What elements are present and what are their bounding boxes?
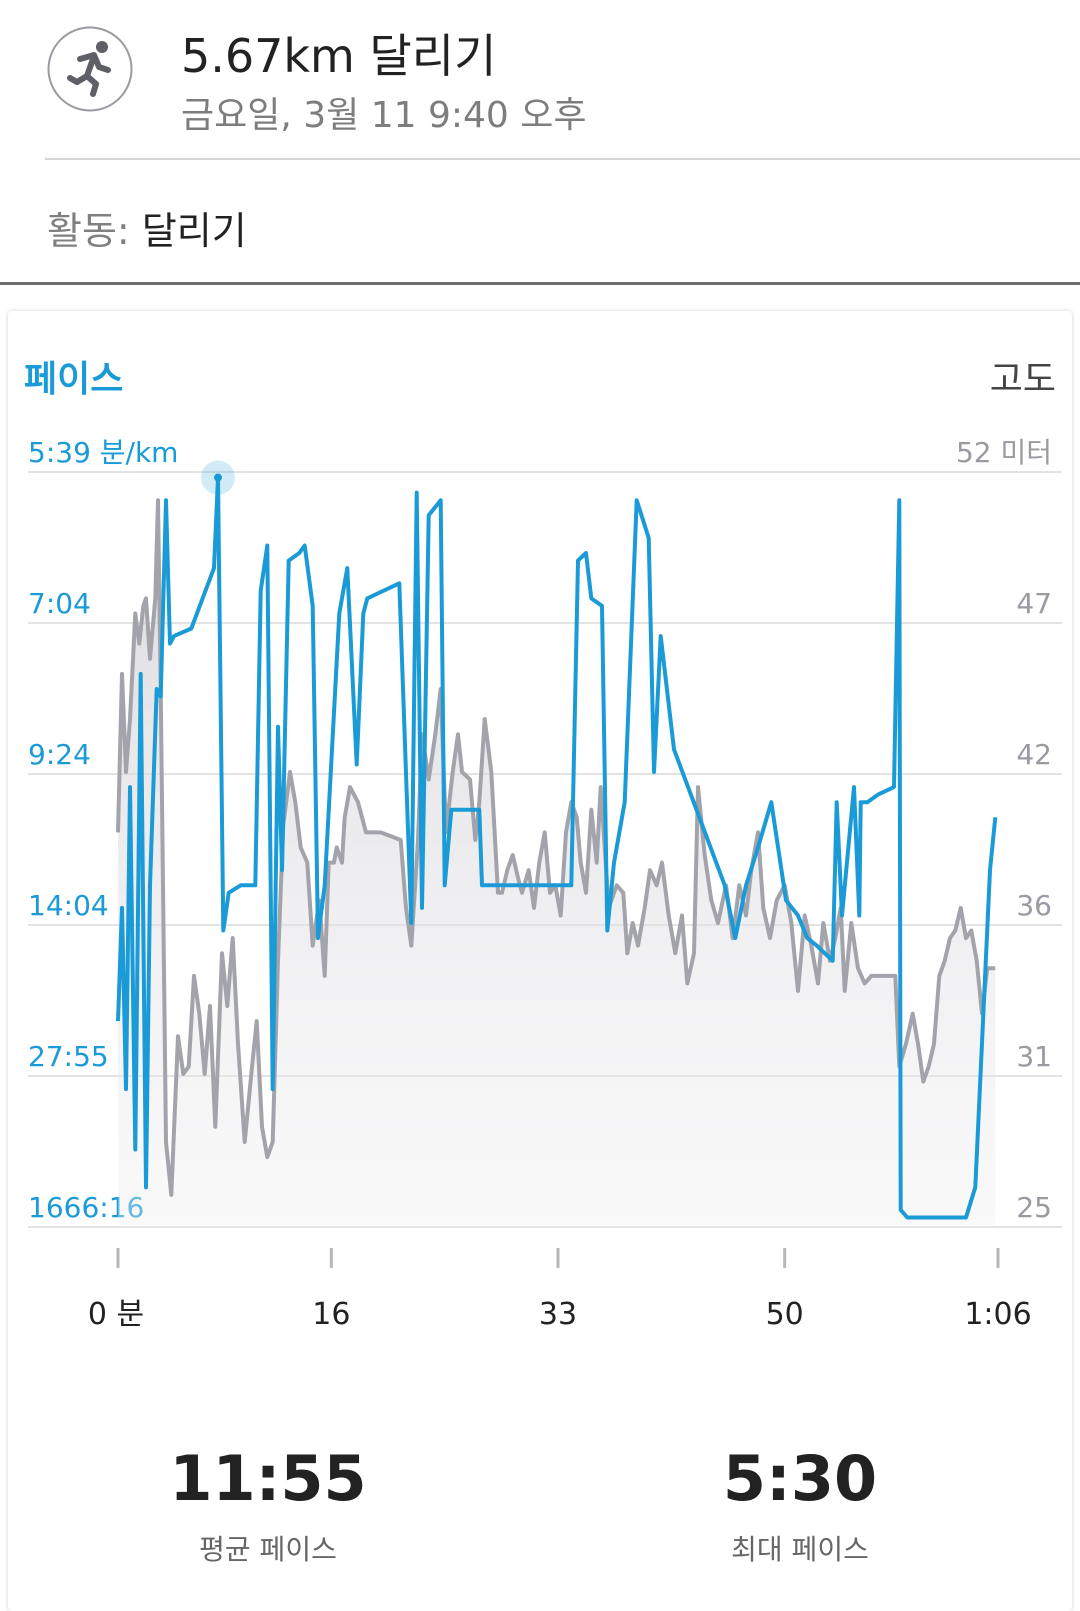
max-pace-stat: 5:30 최대 페이스 <box>650 1448 950 1568</box>
pace-tick-label: 7:04 <box>28 587 91 620</box>
altitude-tick-label: 52 미터 <box>956 436 1052 469</box>
activity-header: 5.67km 달리기 금요일, 3월 11 9:40 오후 <box>0 0 1080 160</box>
altitude-tick-label: 25 <box>1016 1191 1052 1224</box>
altitude-axis: 52 미터 47 42 36 31 25 <box>956 436 1052 1224</box>
running-person-icon <box>47 26 133 112</box>
altitude-line <box>116 498 996 1197</box>
altitude-series-title[interactable]: 고도 <box>989 359 1056 400</box>
avg-pace-stat: 11:55 평균 페이스 <box>118 1448 418 1568</box>
altitude-tick-label: 42 <box>1016 738 1052 771</box>
avg-pace-label: 평균 페이스 <box>199 1533 337 1566</box>
x-tick-label: 0 분 <box>88 1297 144 1332</box>
header-divider <box>45 158 1080 160</box>
altitude-area <box>118 500 996 1225</box>
max-pace-value: 5:30 <box>722 1442 878 1515</box>
x-tick-label: 1:06 <box>964 1297 1031 1332</box>
altitude-tick-label: 31 <box>1016 1040 1052 1073</box>
pace-tick-label: 9:24 <box>28 738 91 771</box>
section-divider <box>0 282 1080 285</box>
max-pace-dot <box>214 473 222 482</box>
activity-datetime: 금요일, 3월 11 9:40 오후 <box>181 95 587 136</box>
x-tick-label: 16 <box>312 1297 350 1332</box>
activity-type-label: 활동: <box>47 209 130 253</box>
max-pace-label: 최대 페이스 <box>731 1533 869 1566</box>
altitude-tick-label: 47 <box>1016 587 1052 620</box>
altitude-tick-label: 36 <box>1016 889 1052 922</box>
avg-pace-value: 11:55 <box>169 1442 367 1515</box>
max-pace-marker[interactable] <box>201 460 235 495</box>
activity-title: 5.67km 달리기 <box>181 29 497 83</box>
x-tick-label: 50 <box>766 1297 804 1332</box>
activity-type-value: 달리기 <box>141 209 247 253</box>
pace-tick-label: 27:55 <box>28 1040 109 1073</box>
pace-tick-label: 5:39 분/km <box>28 436 178 469</box>
activity-type-row[interactable]: 활동: 달리기 <box>47 200 247 255</box>
x-tick-label: 33 <box>539 1297 577 1332</box>
pace-tick-label: 14:04 <box>28 889 109 922</box>
pace-series-title[interactable]: 페이스 <box>24 359 124 400</box>
time-axis: 0 분 16 33 50 1:06 <box>88 1248 1032 1332</box>
